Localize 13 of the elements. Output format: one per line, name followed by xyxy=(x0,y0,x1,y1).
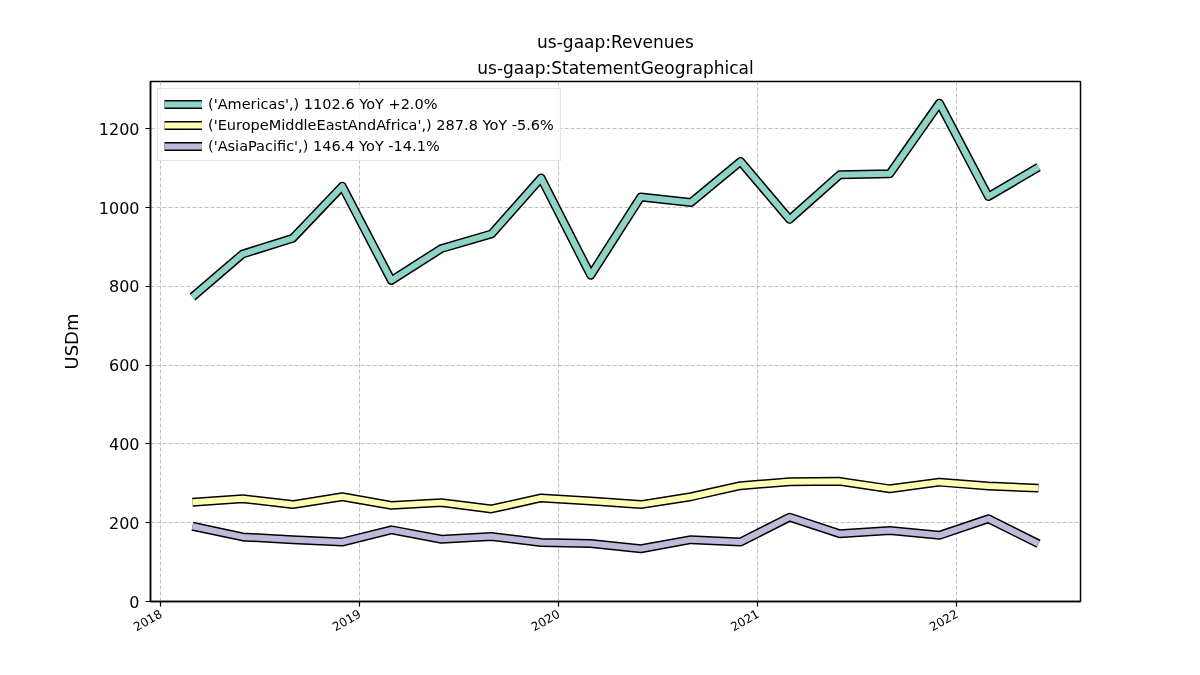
y-tick-label: 400 xyxy=(108,434,140,454)
chart-subtitle: us-gaap:StatementGeographical xyxy=(477,57,754,78)
legend-label: ('EuropeMiddleEastAndAfrica',) 287.8 YoY -5.6% xyxy=(208,116,554,133)
y-tick-label: 800 xyxy=(108,277,140,297)
legend-label: ('Americas',) 1102.6 YoY +2.0% xyxy=(208,95,438,112)
y-tick-label: 1200 xyxy=(98,119,140,139)
y-tick-label: 600 xyxy=(108,356,140,376)
chart-title: us-gaap:Revenues xyxy=(537,31,695,52)
y-axis-title: USDm xyxy=(60,313,82,370)
y-tick-label: 1000 xyxy=(98,198,140,218)
legend-label: ('AsiaPacific',) 146.4 YoY -14.1% xyxy=(208,137,440,154)
y-tick-label: 200 xyxy=(108,513,140,533)
y-tick-label: 0 xyxy=(129,592,140,612)
